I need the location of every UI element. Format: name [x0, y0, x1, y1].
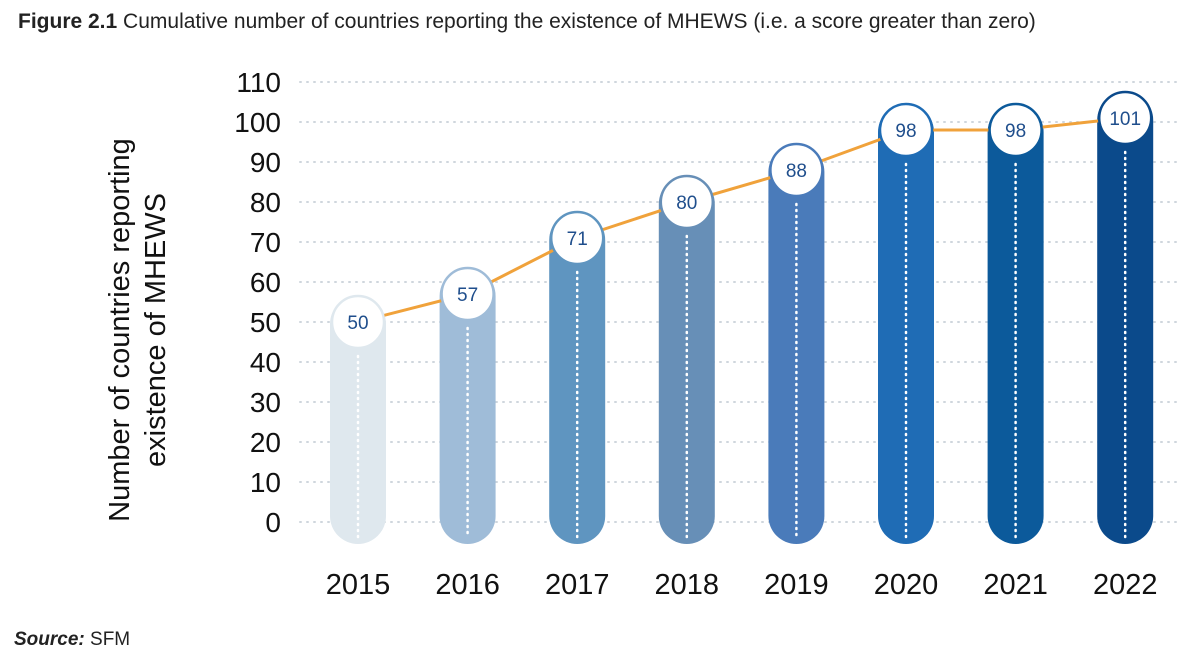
data-label-circle	[330, 294, 386, 350]
x-tick-label: 2019	[764, 569, 829, 601]
figure-title: Figure 2.1 Cumulative number of countrie…	[18, 10, 1036, 34]
bar-2017	[549, 212, 606, 544]
x-tick-label: 2018	[655, 569, 720, 601]
y-tick-label: 110	[236, 67, 281, 98]
y-tick-label: 60	[250, 267, 281, 298]
y-tick-label: 0	[265, 507, 281, 538]
y-tick-label: 90	[250, 147, 281, 178]
y-tick-label: 10	[250, 467, 281, 498]
data-label: 101	[1109, 109, 1141, 130]
y-tick-label: 70	[250, 227, 281, 258]
data-label: 88	[786, 161, 807, 182]
source-text: SFM	[90, 629, 131, 650]
x-tick-label: 2020	[874, 569, 939, 601]
figure-number: Figure 2.1	[18, 10, 118, 33]
data-label: 57	[457, 285, 478, 306]
x-tick-label: 2021	[983, 569, 1048, 601]
data-label-circle	[878, 102, 934, 158]
source-note: Source: SFM	[14, 629, 130, 651]
bar-2020	[878, 104, 934, 544]
source-label: Source:	[14, 629, 85, 650]
data-label: 98	[1005, 121, 1026, 142]
x-tick-label: 2015	[326, 569, 391, 601]
figure-caption: Cumulative number of countries reporting…	[123, 10, 1036, 33]
x-tick-label: 2017	[545, 569, 610, 601]
data-label-circle	[659, 174, 715, 230]
y-tick-label: 40	[250, 347, 281, 378]
x-axis-ticks: 2015 2016 2017 2018 2019 2020 2021 2022	[326, 569, 1158, 601]
y-tick-label: 20	[250, 427, 281, 458]
data-label: 71	[567, 229, 588, 250]
bars	[330, 92, 1154, 544]
bar-2015	[330, 296, 386, 544]
data-label: 98	[895, 121, 916, 142]
x-tick-label: 2022	[1093, 569, 1158, 601]
data-label-circle	[440, 266, 495, 322]
data-label-circle	[769, 142, 824, 198]
y-tick-label: 30	[250, 387, 281, 418]
data-label: 50	[347, 313, 368, 334]
y-tick-label: 100	[234, 107, 281, 138]
data-labels: 50 57 71 80 88 98 98 101	[330, 90, 1153, 350]
y-axis-ticks: 0 10 20 30 40 50 60 70 80 90 100 110	[234, 67, 281, 538]
bar-2018	[658, 176, 715, 544]
data-label-circle	[1097, 90, 1153, 146]
data-label-circle	[988, 102, 1043, 158]
y-tick-label: 50	[250, 307, 281, 338]
data-label: 80	[676, 193, 697, 214]
y-tick-label: 80	[250, 187, 281, 218]
data-label-circle	[549, 210, 605, 266]
bar-2022	[1097, 92, 1154, 544]
bar-2021	[987, 104, 1044, 544]
x-tick-label: 2016	[435, 569, 500, 601]
